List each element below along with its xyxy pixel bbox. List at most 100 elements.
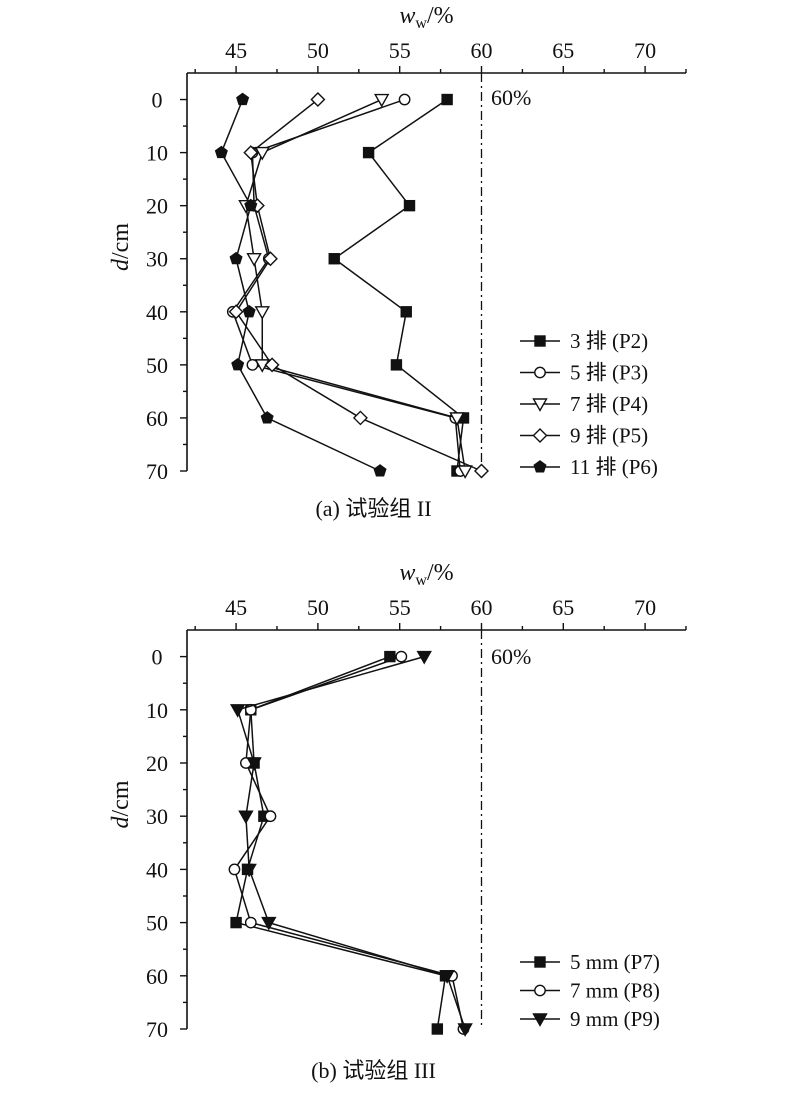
panel-a-reference-label: 60% bbox=[491, 85, 531, 110]
panel-a-series-1 bbox=[328, 93, 470, 477]
panel-a-data-point bbox=[310, 92, 326, 108]
panel-a-y-tick-label: 50 bbox=[146, 353, 168, 378]
panel-b-y-tick-label: 20 bbox=[146, 751, 168, 776]
panel-a-data-point bbox=[254, 306, 270, 320]
panel-a-legend-marker bbox=[534, 335, 546, 347]
panel-a-series-4 bbox=[228, 92, 489, 479]
panel-b-reference-label: 60% bbox=[491, 644, 531, 669]
panel-a-x-tick-label: 60 bbox=[470, 38, 492, 63]
panel-b-legend-label: 5 mm (P7) bbox=[570, 950, 660, 974]
panel-b-y-axis-label-unit: /cm bbox=[108, 780, 134, 816]
panel-b-x-tick-label: 65 bbox=[552, 595, 574, 620]
panel-b-y-tick-label: 0 bbox=[152, 645, 163, 670]
panel-a-series-line bbox=[332, 98, 465, 472]
panel-a-x-tick-label: 55 bbox=[389, 38, 411, 63]
panel-a-data-point bbox=[352, 410, 368, 426]
panel-a-y-axis-label-unit: /cm bbox=[108, 223, 134, 259]
panel-a-x-axis-label-unit: /% bbox=[427, 3, 454, 29]
panel-a-data-point bbox=[231, 358, 245, 371]
panel-a-y-axis-label-var: d bbox=[108, 258, 134, 271]
panel-a-data-point bbox=[400, 306, 412, 318]
panel-b-data-point bbox=[384, 650, 396, 663]
panel-b-x-axis-label-sub: w bbox=[415, 572, 427, 589]
panel-b-series-line bbox=[236, 655, 466, 1030]
panel-a-data-point bbox=[390, 359, 403, 371]
panel-a-legend-item: 3 排 (P2) bbox=[520, 329, 648, 353]
panel-b-data-point bbox=[238, 810, 254, 825]
panel-b-y-tick-label: 40 bbox=[146, 857, 168, 882]
panel-b-legend-label: 7 mm (P8) bbox=[570, 979, 660, 1003]
panel-b-x-axis-label-var: w bbox=[399, 560, 415, 586]
panel-a-data-point bbox=[244, 198, 258, 212]
panel-b-data-point bbox=[264, 810, 277, 823]
panel-b-legend-marker bbox=[534, 956, 546, 968]
panel-a-x-axis-label-var: w bbox=[399, 3, 415, 29]
panel-b-series-line bbox=[235, 655, 447, 1030]
panel-b-series-3 bbox=[230, 650, 473, 1037]
panel-a-data-point bbox=[457, 465, 473, 479]
panel-a-data-point bbox=[229, 251, 243, 265]
panel-b: 45 50 55 60 65 70010203040506070ww/%d/cm60%5 … bbox=[108, 560, 687, 1083]
panel-b-legend-marker bbox=[534, 984, 546, 997]
panel-a-legend-item: 11 排 (P6) bbox=[520, 455, 658, 479]
panel-a-data-point bbox=[246, 358, 259, 371]
panel-a-y-axis-label: d/cm bbox=[108, 223, 134, 271]
panel-a-data-point bbox=[449, 412, 465, 426]
panel-a-data-point bbox=[398, 93, 411, 106]
panel-a-x-tick-label: 70 bbox=[634, 38, 656, 63]
panel-b-legend-label: 9 mm (P9) bbox=[570, 1007, 660, 1031]
panel-a-legend-marker bbox=[532, 398, 548, 412]
panel-a-legend-label: 3 排 (P2) bbox=[570, 329, 648, 353]
panel-a-data-point bbox=[403, 199, 416, 212]
panel-a-y-tick-label: 30 bbox=[146, 247, 168, 272]
panel-a-data-point bbox=[441, 93, 453, 106]
panel-a-series-line bbox=[245, 98, 466, 472]
panel-a-x-tick-label: 45 bbox=[225, 38, 247, 63]
panel-a-x-axis-label: ww/% bbox=[399, 3, 453, 32]
panel-b-data-point bbox=[228, 863, 241, 876]
panel-b-data-point bbox=[244, 916, 257, 929]
panel-a-data-point bbox=[373, 464, 387, 477]
panel-a-y-tick-label: 10 bbox=[146, 141, 168, 166]
panel-a-caption: (a) 试验组 II bbox=[315, 496, 431, 521]
panel-b-data-point bbox=[439, 970, 455, 984]
panel-b-legend-marker bbox=[532, 1013, 548, 1027]
panel-a-legend-label: 9 排 (P5) bbox=[570, 424, 648, 448]
panel-a-series-line bbox=[220, 99, 381, 472]
panel-a-data-point bbox=[262, 251, 278, 267]
panel-b-data-point bbox=[416, 650, 432, 665]
panel-b-y-tick-label: 50 bbox=[146, 911, 168, 936]
panel-a-data-point bbox=[242, 304, 256, 318]
panel-b-y-axis-label-var: d bbox=[108, 816, 134, 829]
panel-a-data-point bbox=[328, 253, 340, 265]
panel-b-caption: (b) 试验组 III bbox=[311, 1058, 436, 1083]
panel-b-x-tick-label: 50 bbox=[307, 595, 329, 620]
panel-b-x-tick-label: 70 bbox=[634, 595, 656, 620]
panel-a-data-point bbox=[254, 146, 270, 161]
panel-a-series-5 bbox=[214, 92, 387, 477]
panel-a-y-tick-label: 0 bbox=[152, 88, 163, 113]
panel-a-legend-marker bbox=[532, 428, 548, 443]
panel-b-series-1 bbox=[230, 650, 452, 1035]
panel-b-x-axis-label-unit: /% bbox=[427, 560, 454, 586]
panel-a-series-line bbox=[235, 98, 482, 472]
panel-a-data-point bbox=[228, 304, 244, 320]
panel-a-legend-item: 7 排 (P4) bbox=[520, 392, 648, 416]
panel-a-data-point bbox=[260, 411, 274, 424]
panel-a-legend: 3 排 (P2) 5 排 (P3) 7 排 (P4) 9 排 (P5) 11 排 (P6… bbox=[520, 329, 658, 479]
panel-a-legend-item: 5 排 (P3) bbox=[520, 361, 648, 385]
panel-a-y-tick-label: 70 bbox=[146, 459, 168, 484]
panel-a: 45 50 55 60 65 70010203040506070ww/%d/cm60%3 … bbox=[108, 3, 687, 521]
panel-a-legend-label: 5 排 (P3) bbox=[570, 361, 648, 385]
panel-b-data-point bbox=[431, 1023, 444, 1035]
panel-b-y-axis-label: d/cm bbox=[108, 780, 134, 828]
panel-a-x-tick-label: 50 bbox=[307, 38, 329, 63]
panel-a-data-point bbox=[214, 145, 228, 159]
panel-a-data-point bbox=[373, 93, 390, 108]
panel-a-y-tick-label: 40 bbox=[146, 300, 168, 325]
panel-b-x-tick-label: 45 bbox=[225, 595, 247, 620]
panel-b-data-point bbox=[230, 916, 242, 929]
panel-b-series-2 bbox=[228, 650, 470, 1035]
panel-a-legend-item: 9 排 (P5) bbox=[520, 424, 648, 448]
